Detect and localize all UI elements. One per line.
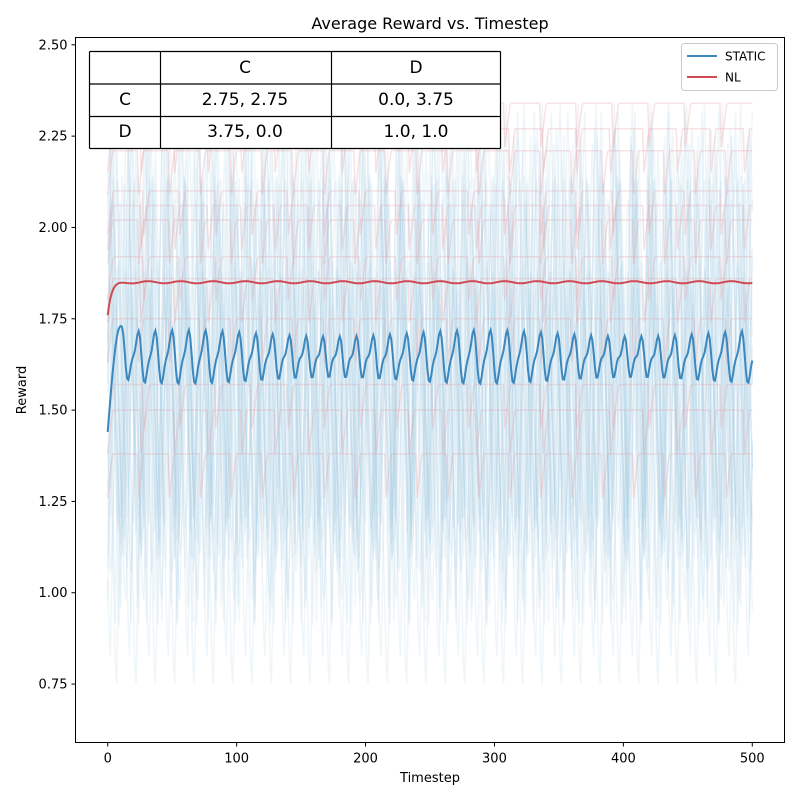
x-axis-title: Timestep [399,771,460,786]
payoff-table: C D C 2.75, 2.75 0.0, 3.75 D 3.75, 0.0 1… [88,50,502,150]
y-tick-label: 1.75 [39,312,68,327]
nl-background-trace [106,219,753,265]
y-tick-label: 2.50 [39,38,68,53]
nl-background-trace [106,204,753,250]
static-background-trace [106,199,754,529]
table-cell-dc: 3.75, 0.0 [207,122,283,142]
static-background-trace [106,305,754,600]
static-background-trace [106,175,754,623]
static-background-trace [106,104,754,534]
chart-title: Average Reward vs. Timestep [311,14,548,33]
nl-background-trace [106,409,753,454]
table-cell-cc: 2.75, 2.75 [202,90,289,110]
table-col-header-c: C [239,58,251,78]
y-tick-label: 0.75 [39,678,68,693]
y-tick-label: 1.00 [39,586,68,601]
static-background-trace [106,285,754,545]
nl-background-trace [106,190,753,235]
static-background-trace [106,143,754,626]
plot-frame [75,37,785,743]
y-tick-label: 1.50 [39,404,68,419]
static-background-trace [106,183,754,523]
legend-nl-label: NL [725,71,741,85]
nl-background-trace [106,453,753,498]
x-tick-label: 400 [611,752,636,767]
static-background-trace [106,180,754,490]
payoff-table-background [89,51,501,149]
y-axis-ticks: 0.75 1.00 1.25 1.50 1.75 2.00 2.25 2.50 [39,38,76,693]
nl-background-trace [106,149,753,195]
static-background-trace [106,178,754,507]
nl-background-trace [106,277,753,323]
nl-background-trace [106,255,753,301]
x-tick-label: 300 [482,752,507,767]
static-background-trace [106,129,754,555]
x-tick-label: 100 [224,752,249,767]
x-tick-label: 0 [104,752,112,767]
table-col-header-d: D [409,58,422,78]
nl-background-trace [106,318,753,363]
legend: STATIC NL [681,43,778,91]
y-tick-label: 2.00 [39,221,68,236]
table-cell-cd: 0.0, 3.75 [378,90,454,110]
static-background-trace [106,286,754,519]
static-background-trace [106,261,754,656]
static-series-line [106,324,754,433]
x-tick-label: 200 [353,752,378,767]
static-background-trace [106,150,754,568]
static-background-trace [106,202,754,572]
table-row-label-d: D [118,122,131,142]
legend-static-label: STATIC [725,50,766,64]
static-background-trace [106,288,754,541]
nl-series-line [106,280,753,316]
table-cell-dd: 1.0, 1.0 [384,122,449,142]
nl-background-trace [106,383,753,429]
x-tick-label: 500 [740,752,765,767]
y-axis-title: Reward [15,366,30,414]
table-row-label-c: C [119,90,131,110]
static-background-trace [106,268,754,518]
main-series-lines [106,280,754,433]
x-axis-ticks: 0 100 200 300 400 500 [104,742,765,767]
y-tick-label: 1.25 [39,495,68,510]
y-tick-label: 2.25 [39,130,68,145]
